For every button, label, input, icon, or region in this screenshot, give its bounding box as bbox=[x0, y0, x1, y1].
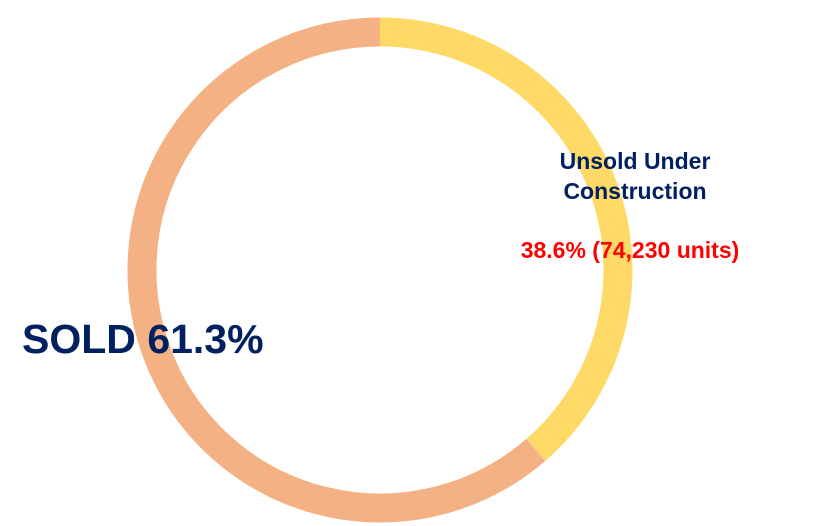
category-label: SOLD bbox=[22, 316, 136, 362]
value-label: 38.6% (74,230 units) bbox=[520, 237, 740, 263]
donut-slice bbox=[127, 17, 546, 523]
value-label: 61.3% bbox=[147, 316, 264, 362]
donut-slice bbox=[379, 17, 633, 461]
slice-label: Unsold Under Construction bbox=[559, 148, 711, 204]
slice-label: SOLD 61.3% bbox=[22, 314, 264, 364]
